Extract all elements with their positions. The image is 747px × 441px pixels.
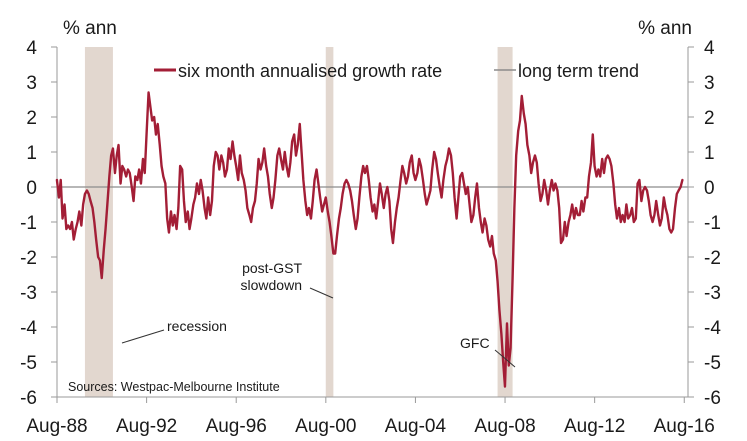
x-tick-label: Aug-08 (474, 416, 535, 437)
annotation-recession: recession (121, 318, 227, 344)
annotation-post-gst: post-GST slowdown (241, 260, 334, 299)
y-tick-label-right: -2 (704, 248, 721, 269)
y-tick-label-right: 4 (704, 38, 715, 59)
x-tick-label: Aug-00 (295, 416, 356, 437)
y-tick-label-left: 2 (26, 108, 37, 129)
legend: six month annualised growth rate long te… (154, 61, 639, 81)
x-tick-label: Aug-12 (564, 416, 625, 437)
series-growth-rate-line (55, 91, 684, 388)
y-tick-label-right: 0 (704, 178, 715, 199)
legend-label-trend: long term trend (518, 61, 639, 81)
annotation-post-gst-line2: slowdown (241, 277, 302, 293)
y-tick-label-right: 2 (704, 108, 715, 129)
annotation-recession-leader (121, 329, 165, 344)
y-tick-label-left: 4 (26, 38, 37, 59)
annotation-recession-text: recession (167, 318, 227, 334)
recession-band-0 (84, 47, 113, 397)
y-tick-label-right: -3 (704, 283, 721, 304)
x-tick-label: Aug-96 (206, 416, 267, 437)
annotation-post-gst-line1: post-GST (242, 260, 302, 276)
y-tick-label-right: -4 (704, 318, 721, 339)
annotation-gfc: GFC (460, 335, 516, 368)
y-tick-label-left: 0 (26, 178, 37, 199)
y-axis-unit-right: % ann (638, 18, 692, 39)
y-tick-label-left: 1 (26, 143, 37, 164)
y-tick-label-left: 3 (26, 73, 37, 94)
y-axis-ticks: 4 4 3 3 2 2 1 1 0 0 -1 -1 -2 -2 -3 -3 -4 -4 -5 -5 -6 -6 (20, 38, 721, 409)
y-tick-label-right: -5 (704, 353, 721, 374)
annotation-gfc-leader (494, 349, 516, 368)
source-note: Sources: Westpac-Melbourne Institute (68, 380, 280, 394)
x-axis-ticks: Aug-88 Aug-92 Aug-96 Aug-00 Aug-04 Aug-08 Aug-… (26, 397, 715, 437)
y-tick-label-right: -1 (704, 213, 721, 234)
y-tick-label-left: -4 (20, 318, 37, 339)
y-tick-label-left: -3 (20, 283, 37, 304)
legend-label-growth: six month annualised growth rate (178, 61, 442, 81)
y-tick-label-right: 1 (704, 143, 715, 164)
y-tick-label-right: 3 (704, 73, 715, 94)
y-tick-label-left: -2 (20, 248, 37, 269)
y-tick-label-left: -6 (20, 388, 37, 409)
annotation-gfc-text: GFC (460, 335, 490, 351)
y-tick-label-left: -5 (20, 353, 37, 374)
annotation-post-gst-leader (309, 287, 334, 299)
y-axis-unit-left: % ann (63, 18, 117, 39)
x-tick-label: Aug-04 (385, 416, 447, 437)
y-tick-label-right: -6 (704, 388, 721, 409)
recession-band-2 (497, 47, 513, 397)
x-tick-label: Aug-16 (654, 416, 715, 437)
x-tick-label: Aug-92 (116, 416, 177, 437)
y-tick-label-left: -1 (20, 213, 37, 234)
series-layer (55, 91, 684, 388)
x-tick-label: Aug-88 (26, 416, 87, 437)
